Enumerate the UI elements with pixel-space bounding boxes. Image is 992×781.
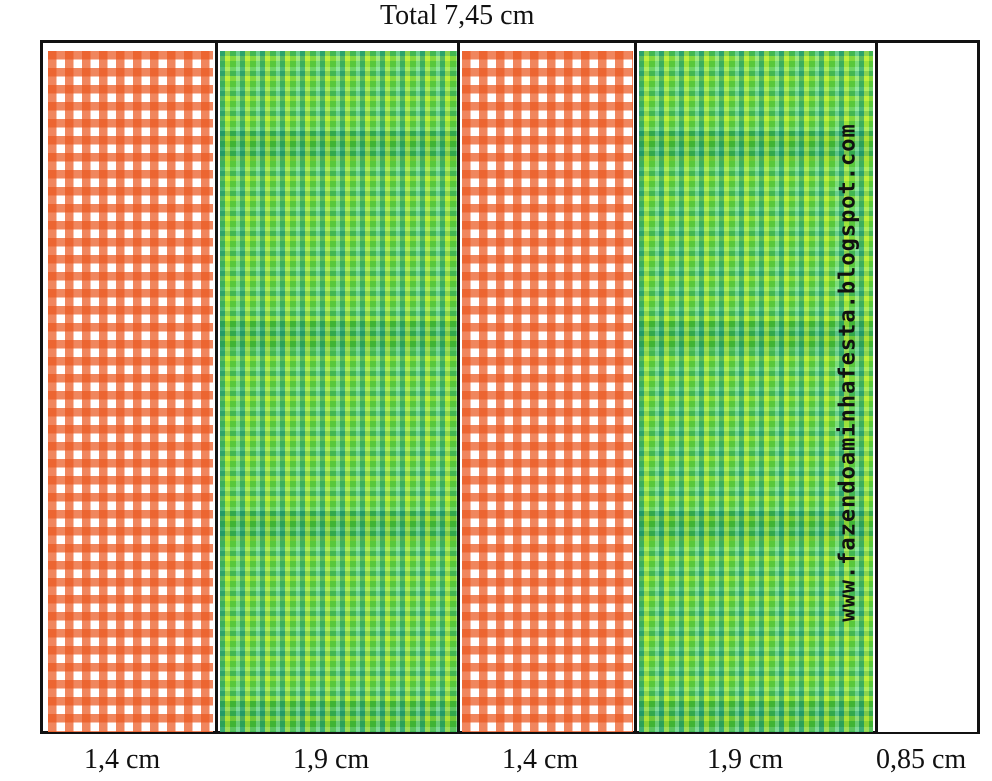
template-frame — [40, 40, 980, 734]
website-watermark: www.fazendoaminhafesta.blogspot.com — [835, 123, 861, 622]
fold-line-2 — [457, 43, 460, 731]
dimension-label-5: 0,85 cm — [876, 744, 967, 775]
dimension-label-2: 1,9 cm — [293, 744, 370, 775]
total-width-label: Total 7,45 cm — [380, 0, 535, 31]
dimension-label-4: 1,9 cm — [707, 744, 784, 775]
fold-line-4 — [875, 43, 878, 731]
panel-plaid-1 — [220, 51, 457, 732]
panel-plaid-2 — [639, 51, 873, 732]
dimension-label-1: 1,4 cm — [84, 744, 161, 775]
panel-gingham-1 — [48, 51, 213, 732]
dimension-label-3: 1,4 cm — [502, 744, 579, 775]
panel-gingham-2 — [462, 51, 633, 732]
fold-line-1 — [215, 43, 218, 731]
fold-line-3 — [634, 43, 637, 731]
panel-white-flap — [878, 51, 977, 732]
